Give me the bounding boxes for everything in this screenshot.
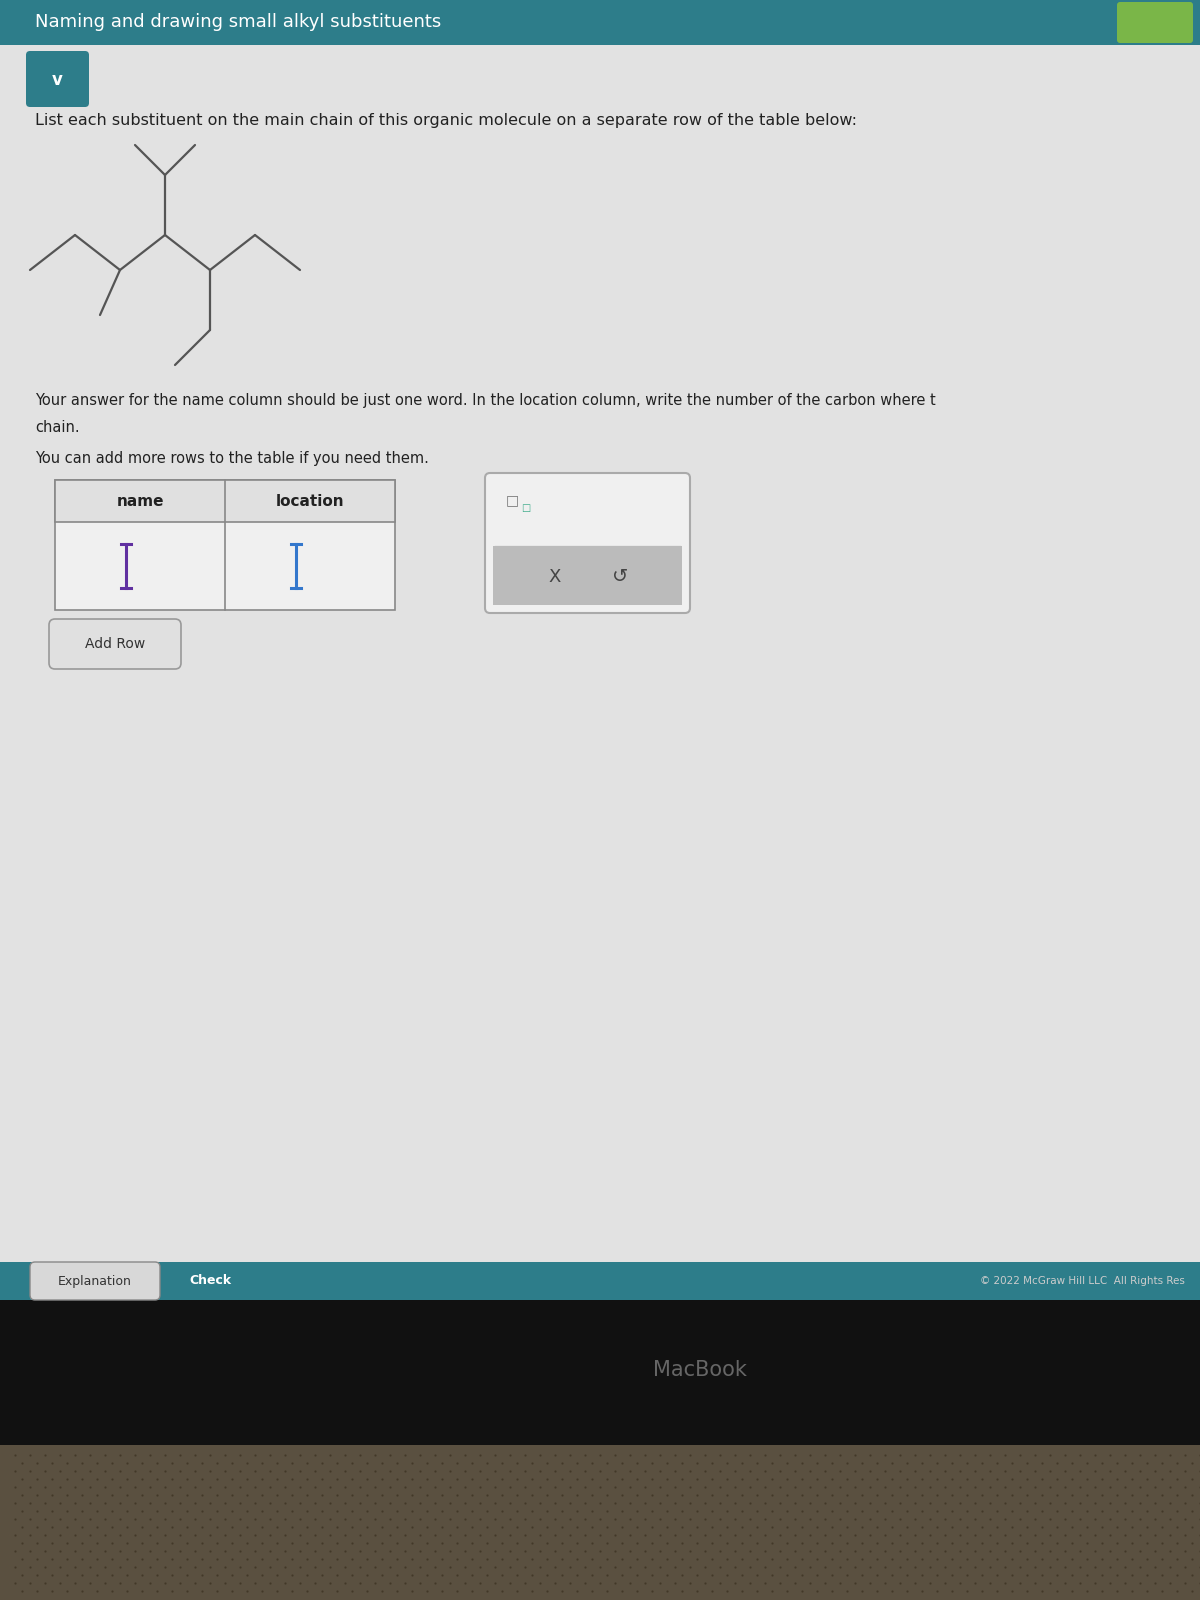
Bar <box>0 45 1200 1266</box>
Text: □: □ <box>521 502 530 514</box>
Text: Explanation: Explanation <box>58 1275 132 1288</box>
Text: v: v <box>52 70 62 90</box>
FancyBboxPatch shape <box>166 1262 256 1299</box>
Text: name: name <box>116 493 163 509</box>
Bar <box>0 0 1200 45</box>
FancyBboxPatch shape <box>1117 2 1193 43</box>
Text: ↺: ↺ <box>612 568 629 586</box>
Bar <box>0 1262 1200 1299</box>
FancyBboxPatch shape <box>26 51 89 107</box>
Text: Check: Check <box>188 1275 232 1288</box>
Text: You can add more rows to the table if you need them.: You can add more rows to the table if yo… <box>35 451 428 466</box>
Text: chain.: chain. <box>35 421 79 435</box>
Text: Naming and drawing small alkyl substituents: Naming and drawing small alkyl substitue… <box>35 13 442 30</box>
Bar <box>55 480 395 522</box>
Text: MacBook: MacBook <box>653 1360 746 1379</box>
Bar <box>55 480 395 610</box>
Text: Add Row: Add Row <box>85 637 145 651</box>
Bar <box>0 1299 1200 1445</box>
Text: List each substituent on the main chain of this organic molecule on a separate r: List each substituent on the main chain … <box>35 112 857 128</box>
Text: □: □ <box>505 493 518 507</box>
Text: © 2022 McGraw Hill LLC  All Rights Res: © 2022 McGraw Hill LLC All Rights Res <box>980 1277 1186 1286</box>
FancyBboxPatch shape <box>49 619 181 669</box>
FancyBboxPatch shape <box>485 474 690 613</box>
FancyBboxPatch shape <box>30 1262 160 1299</box>
Bar <box>493 546 682 605</box>
Text: Your answer for the name column should be just one word. In the location column,: Your answer for the name column should b… <box>35 392 936 408</box>
Text: X: X <box>548 568 560 586</box>
Bar <box>0 1445 1200 1600</box>
Text: location: location <box>276 493 344 509</box>
